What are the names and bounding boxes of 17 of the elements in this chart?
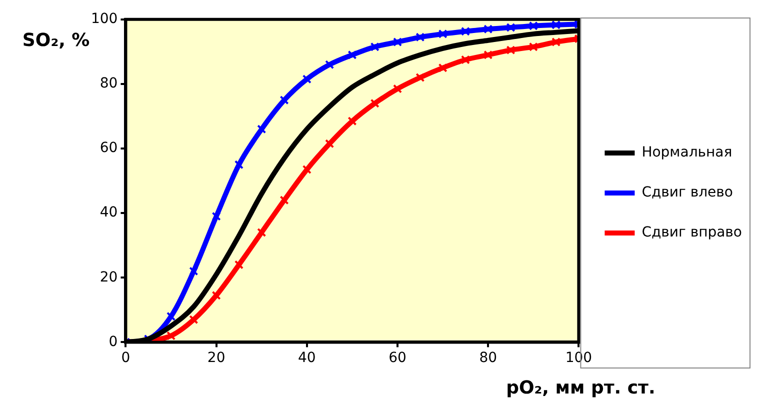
x-axis-title: pO₂, мм рт. ст. — [506, 378, 656, 399]
y-tick-label: 20 — [100, 269, 118, 286]
x-tick-label: 0 — [121, 350, 130, 366]
x-tick-label: 60 — [388, 350, 406, 366]
y-tick-label: 0 — [108, 334, 118, 350]
legend-label: Нормальная — [642, 144, 732, 161]
y-tick-label: 80 — [100, 76, 118, 92]
legend-label: Сдвиг влево — [642, 184, 733, 201]
x-tick-label: 20 — [207, 350, 226, 366]
legend-label: Сдвиг вправо — [642, 224, 742, 241]
y-tick-label: 60 — [100, 140, 118, 156]
x-tick-label: 40 — [298, 350, 316, 366]
x-tick-label: 100 — [565, 350, 592, 366]
y-axis-title: SO₂, % — [22, 30, 90, 52]
y-tick-label: 100 — [90, 11, 118, 28]
y-tick-label: 40 — [100, 204, 118, 221]
x-tick-label: 80 — [479, 350, 498, 366]
